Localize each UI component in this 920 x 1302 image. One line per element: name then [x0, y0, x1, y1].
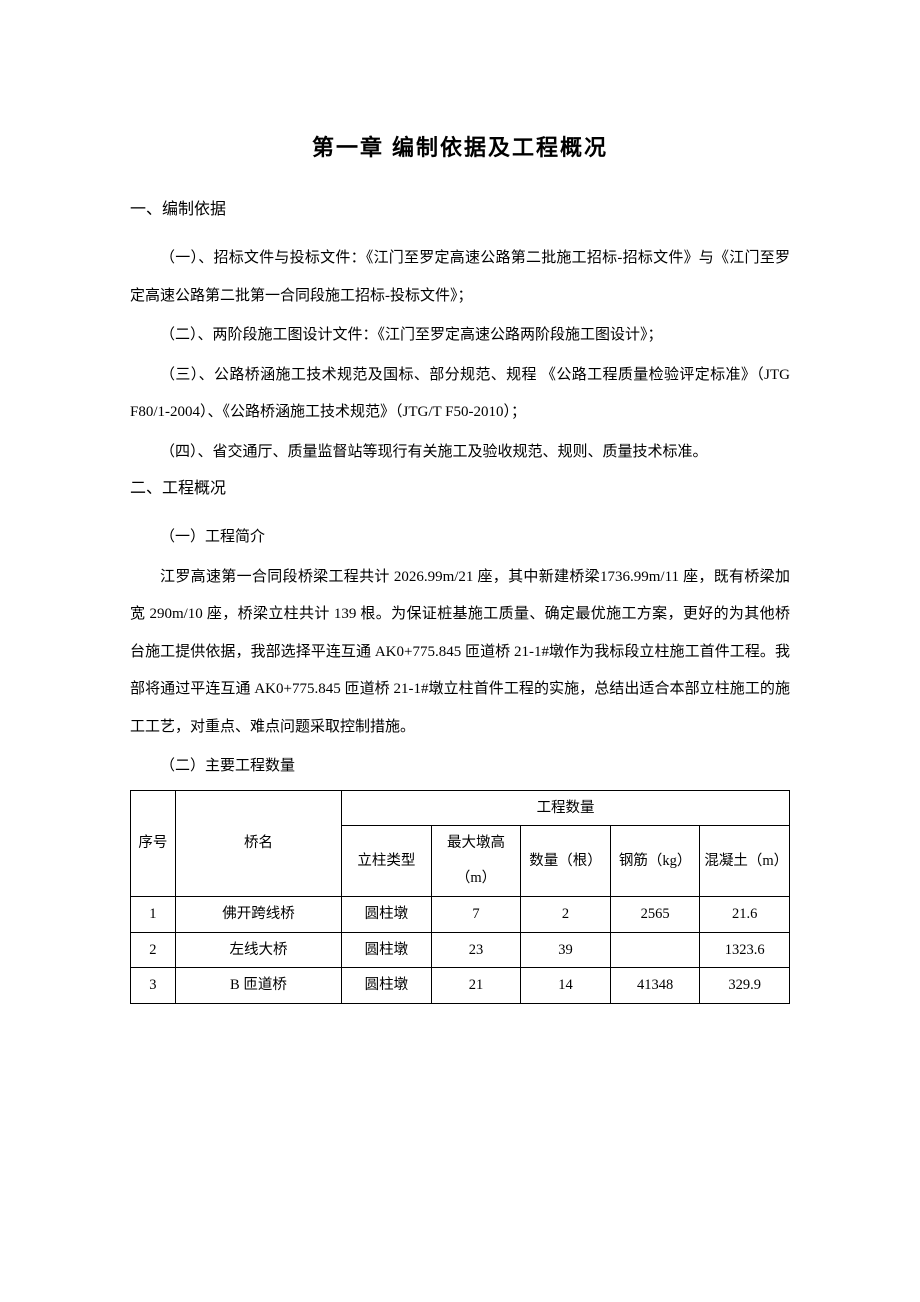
- section1-heading: 一、编制依据: [130, 194, 790, 226]
- th-height: 最大墩高（m）: [431, 826, 521, 897]
- cell-qty: 39: [521, 932, 611, 968]
- cell-seq: 3: [131, 968, 176, 1004]
- cell-type: 圆柱墩: [342, 896, 432, 932]
- cell-rebar: 2565: [610, 896, 700, 932]
- cell-rebar: [610, 932, 700, 968]
- section2-sub1-body: 江罗高速第一合同段桥梁工程共计 2026.99m/21 座，其中新建桥梁1736…: [130, 559, 790, 747]
- section1-item-4: （四）、省交通厅、质量监督站等现行有关施工及验收规范、规则、质量技术标准。: [130, 434, 790, 472]
- table-row: 2 左线大桥 圆柱墩 23 39 1323.6: [131, 932, 790, 968]
- table-header-row-1: 序号 桥名 工程数量: [131, 790, 790, 826]
- cell-concrete: 21.6: [700, 896, 790, 932]
- section2-sub1-heading: （一）工程简介: [130, 519, 790, 557]
- table-row: 1 佛开跨线桥 圆柱墩 7 2 2565 21.6: [131, 896, 790, 932]
- cell-concrete: 1323.6: [700, 932, 790, 968]
- cell-height: 21: [431, 968, 521, 1004]
- th-concrete: 混凝土（m）: [700, 826, 790, 897]
- section1-item-2: （二）、两阶段施工图设计文件：《江门至罗定高速公路两阶段施工图设计》；: [130, 317, 790, 355]
- cell-qty: 14: [521, 968, 611, 1004]
- th-seq: 序号: [131, 790, 176, 896]
- th-qty: 数量（根）: [521, 826, 611, 897]
- cell-name: 佛开跨线桥: [175, 896, 341, 932]
- cell-rebar: 41348: [610, 968, 700, 1004]
- section2-sub2-heading: （二）主要工程数量: [130, 748, 790, 786]
- cell-seq: 2: [131, 932, 176, 968]
- section2-heading: 二、工程概况: [130, 473, 790, 505]
- cell-type: 圆柱墩: [342, 968, 432, 1004]
- cell-qty: 2: [521, 896, 611, 932]
- th-rebar: 钢筋（kg）: [610, 826, 700, 897]
- cell-name: 左线大桥: [175, 932, 341, 968]
- quantity-table: 序号 桥名 工程数量 立柱类型 最大墩高（m） 数量（根） 钢筋（kg） 混凝土…: [130, 790, 790, 1005]
- th-group: 工程数量: [342, 790, 790, 826]
- th-type: 立柱类型: [342, 826, 432, 897]
- cell-seq: 1: [131, 896, 176, 932]
- cell-height: 23: [431, 932, 521, 968]
- chapter-title: 第一章 编制依据及工程概况: [130, 130, 790, 162]
- cell-height: 7: [431, 896, 521, 932]
- cell-type: 圆柱墩: [342, 932, 432, 968]
- section1-item-1: （一）、招标文件与投标文件：《江门至罗定高速公路第二批施工招标-招标文件》与《江…: [130, 240, 790, 315]
- cell-concrete: 329.9: [700, 968, 790, 1004]
- th-name: 桥名: [175, 790, 341, 896]
- cell-name: B 匝道桥: [175, 968, 341, 1004]
- section1-item-3: （三）、公路桥涵施工技术规范及国标、部分规范、规程 《公路工程质量检验评定标准》…: [130, 357, 790, 432]
- table-row: 3 B 匝道桥 圆柱墩 21 14 41348 329.9: [131, 968, 790, 1004]
